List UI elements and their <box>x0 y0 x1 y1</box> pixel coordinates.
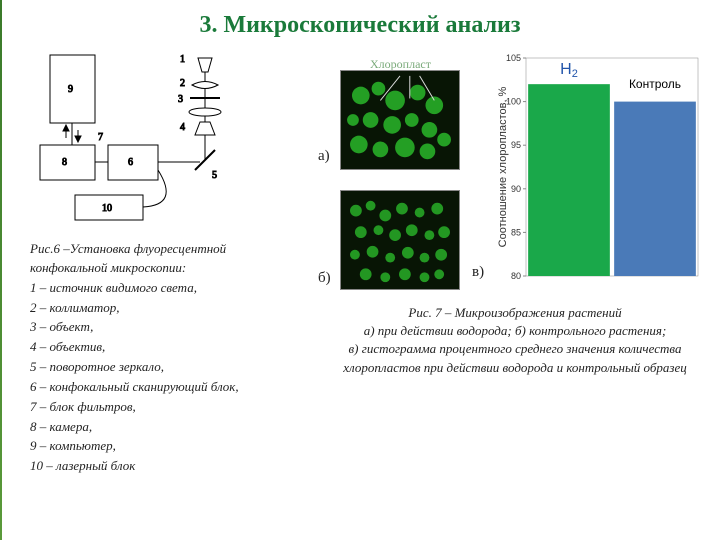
fig6-caption-item: 6 – конфокальный сканирующий блок, <box>30 378 300 397</box>
fig6-caption-item: 3 – объект, <box>30 318 300 337</box>
micro-label-a: а) <box>318 148 330 165</box>
svg-text:Контроль: Контроль <box>629 77 681 91</box>
svg-text:90: 90 <box>511 184 521 194</box>
micro-image-a <box>340 70 460 170</box>
page-accent-border <box>0 0 2 540</box>
fig7-caption-l2: а) при действии водорода; б) контрольног… <box>320 322 710 340</box>
svg-text:95: 95 <box>511 140 521 150</box>
fig6-caption-item: 7 – блок фильтров, <box>30 398 300 417</box>
fig6-caption-head: Рис.6 –Установка флуоресцентной конфокал… <box>30 240 300 278</box>
fig7-caption-l1: Рис. 7 – Микроизображения растений <box>320 304 710 322</box>
svg-text:80: 80 <box>511 271 521 281</box>
svg-text:Соотношение хлоропластов, %: Соотношение хлоропластов, % <box>497 86 509 247</box>
micro-label-v: в) <box>472 264 484 281</box>
schematic-n6: 6 <box>128 157 133 168</box>
micro-label-b: б) <box>318 270 331 287</box>
fig6-caption-item: 10 – лазерный блок <box>30 457 300 476</box>
page-title: 3. Микроскопический анализ <box>0 12 720 39</box>
schematic-n7: 7 <box>98 132 103 143</box>
fig6-schematic: 9 8 6 10 1 2 3 4 5 7 <box>30 50 270 230</box>
schematic-n4: 4 <box>180 122 185 133</box>
fig7-caption-l3: в) гистограмма процентного среднего знач… <box>320 340 710 358</box>
svg-text:105: 105 <box>506 53 521 63</box>
fig6-caption-item: 5 – поворотное зеркало, <box>30 358 300 377</box>
fig6-caption-item: 4 – объектив, <box>30 338 300 357</box>
fig6-caption-item: 2 – коллиматор, <box>30 299 300 318</box>
fig6-caption-item: 1 – источник видимого света, <box>30 279 300 298</box>
svg-text:85: 85 <box>511 227 521 237</box>
micro-image-b <box>340 190 460 290</box>
chloroplast-bar-chart: 80859095100105H2КонтрольСоотношение хлор… <box>496 52 702 282</box>
fig6-caption-item: 8 – камера, <box>30 418 300 437</box>
schematic-n3: 3 <box>178 94 183 105</box>
fig7-caption: Рис. 7 – Микроизображения растений а) пр… <box>320 304 710 377</box>
fig6-caption-item: 9 – компьютер, <box>30 437 300 456</box>
schematic-n10: 10 <box>102 203 112 214</box>
fig7-caption-l4: хлоропластов при действии водорода и кон… <box>320 359 710 377</box>
fig6-caption: Рис.6 –Установка флуоресцентной конфокал… <box>30 240 300 477</box>
schematic-n2: 2 <box>180 78 185 89</box>
schematic-n5: 5 <box>212 170 217 181</box>
schematic-n8: 8 <box>62 157 67 168</box>
schematic-n9: 9 <box>68 84 73 95</box>
schematic-n1: 1 <box>180 54 185 65</box>
